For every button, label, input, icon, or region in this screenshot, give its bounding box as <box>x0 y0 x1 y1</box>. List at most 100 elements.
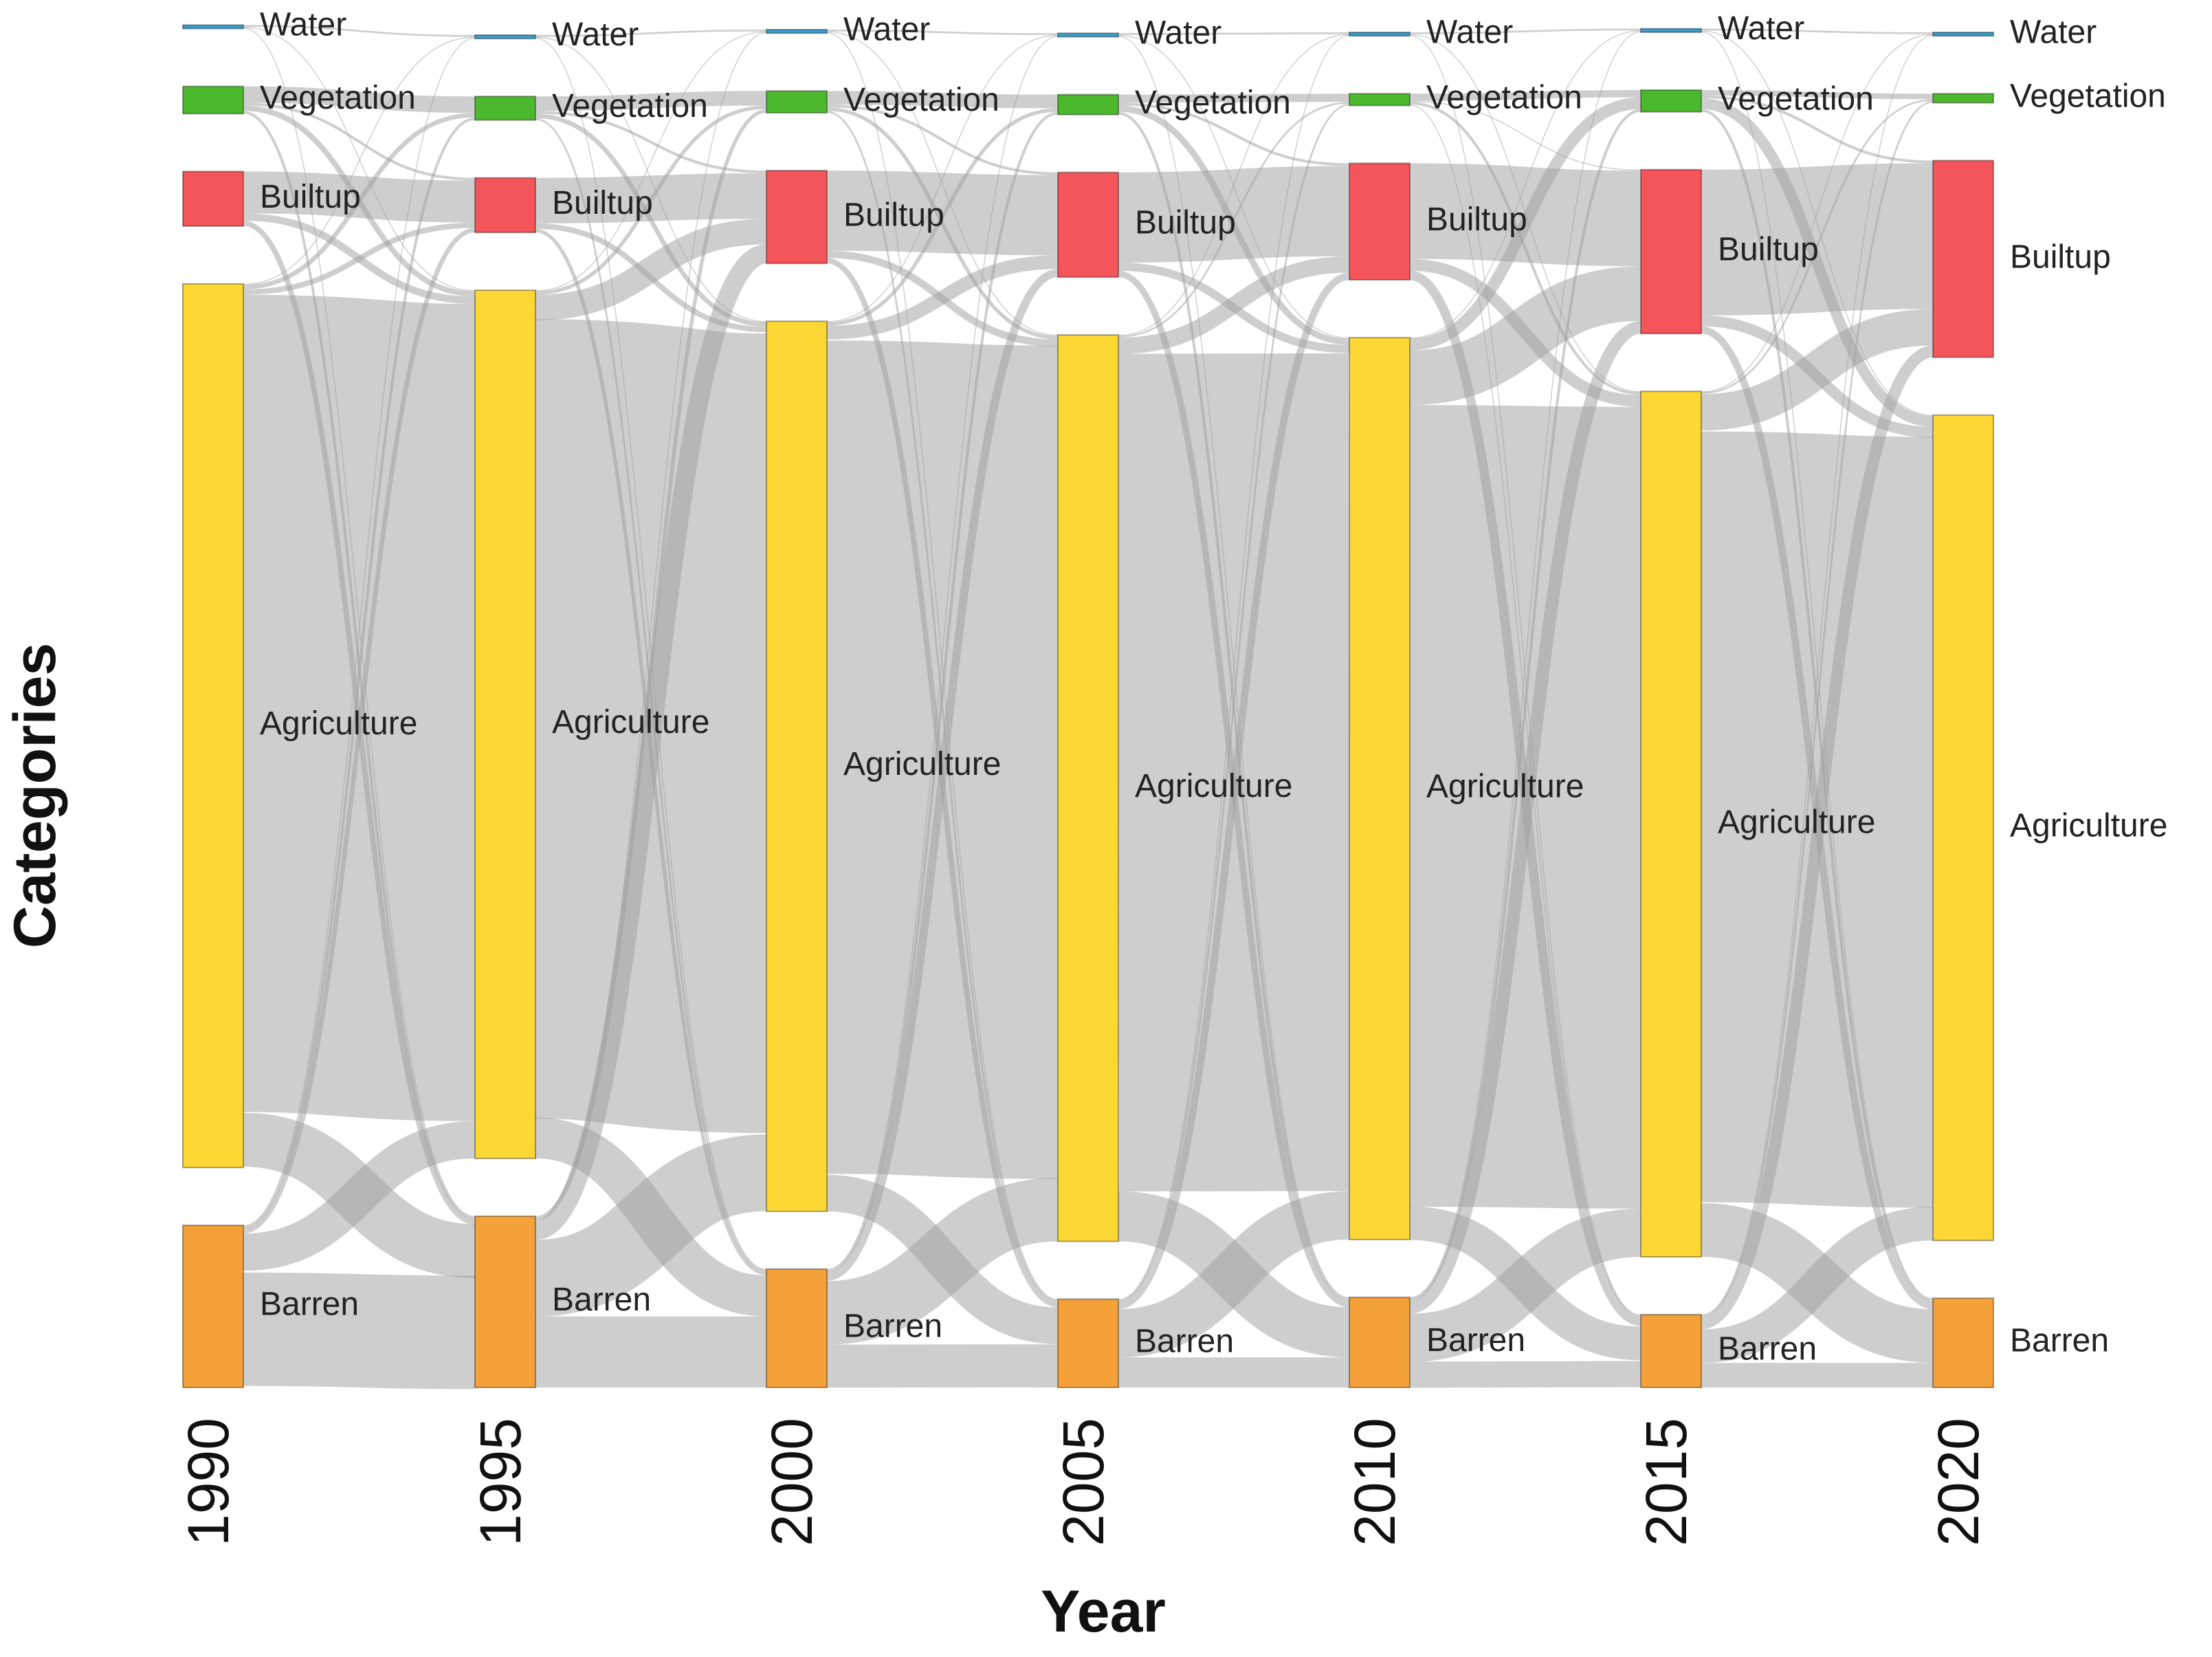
flow-1990-water-to-1995-agriculture <box>243 26 476 292</box>
node-1995-agriculture <box>474 289 536 1159</box>
node-1990-agriculture <box>182 283 244 1169</box>
flow-1995-barren-to-2000-builtup <box>533 244 768 1240</box>
node-1995-vegetation <box>474 96 536 121</box>
node-label-2010-agriculture: Agriculture <box>1426 769 1584 805</box>
node-label-2015-barren: Barren <box>1718 1331 1817 1368</box>
flow-2010-agriculture-to-2015-vegetation <box>1409 97 1641 351</box>
node-label-2010-barren: Barren <box>1426 1322 1525 1359</box>
flow-1990-vegetation-to-1995-vegetation <box>243 86 476 113</box>
flow-2000-vegetation-to-2005-vegetation <box>826 91 1059 109</box>
node-2010-vegetation <box>1349 93 1411 107</box>
flow-1990-water-to-1995-water <box>243 25 476 37</box>
node-label-2020-vegetation: Vegetation <box>2010 78 2166 115</box>
node-label-1990-barren: Barren <box>260 1286 359 1323</box>
flow-2010-barren-to-2015-water <box>1409 31 1641 1299</box>
flow-2015-barren-to-2020-vegetation <box>1701 100 1934 1317</box>
node-2005-agriculture <box>1057 334 1119 1242</box>
flow-2010-agriculture-to-2015-water <box>1409 30 1641 339</box>
flow-1995-agriculture-to-2000-water <box>535 31 767 292</box>
node-label-2005-barren: Barren <box>1135 1323 1234 1359</box>
node-label-2015-agriculture: Agriculture <box>1718 804 1875 840</box>
flow-2005-builtup-to-2010-builtup <box>1118 166 1350 263</box>
flow-1995-water-to-2000-water <box>535 29 767 37</box>
node-label-1990-vegetation: Vegetation <box>260 80 416 116</box>
node-2020-water <box>1932 31 1994 37</box>
year-tick-2005: 2005 <box>1051 1418 1116 1546</box>
flow-2010-vegetation-to-2015-vegetation <box>1409 89 1641 101</box>
flow-1995-agriculture-to-2000-vegetation <box>535 105 767 295</box>
flow-1990-agriculture-to-1995-agriculture <box>241 294 477 1121</box>
flow-2015-barren-to-2020-agriculture <box>1701 1207 1934 1363</box>
flow-1995-barren-to-2000-agriculture <box>534 1134 768 1317</box>
node-2020-builtup <box>1932 160 1994 358</box>
labels-layer: Water Vegetation Builtup Agriculture Barren W… <box>260 7 2167 1368</box>
node-label-1990-builtup: Builtup <box>260 179 361 215</box>
node-2015-agriculture <box>1640 391 1702 1258</box>
flow-1990-barren-to-1995-builtup <box>243 228 476 1234</box>
node-2015-vegetation <box>1640 89 1702 113</box>
flow-2000-barren-to-2005-water <box>826 36 1059 1271</box>
node-2005-barren <box>1057 1298 1119 1388</box>
year-tick-2020: 2020 <box>1926 1418 1991 1546</box>
node-1990-water <box>182 24 244 30</box>
flow-2015-vegetation-to-2020-builtup <box>1701 95 1934 164</box>
flow-1995-vegetation-to-2000-vegetation <box>535 91 767 111</box>
node-label-1995-builtup: Builtup <box>552 185 653 221</box>
node-2010-barren <box>1349 1296 1411 1388</box>
node-label-2000-builtup: Builtup <box>843 197 944 233</box>
node-label-2015-vegetation: Vegetation <box>1718 81 1874 118</box>
node-2010-builtup <box>1349 162 1411 281</box>
flow-2015-builtup-to-2020-builtup <box>1701 163 1934 316</box>
node-1990-builtup <box>182 171 244 227</box>
node-label-1995-vegetation: Vegetation <box>552 88 708 124</box>
flow-2015-barren-to-2020-water <box>1701 34 1934 1316</box>
flow-2005-barren-to-2010-water <box>1118 34 1350 1300</box>
node-label-2005-builtup: Builtup <box>1135 205 1236 241</box>
node-label-2010-vegetation: Vegetation <box>1426 80 1582 116</box>
flow-2005-agriculture-to-2010-builtup <box>1118 256 1350 354</box>
flow-1990-agriculture-to-1995-vegetation <box>243 113 476 289</box>
flow-2015-agriculture-to-2020-water <box>1701 34 1934 393</box>
flow-1990-builtup-to-1995-builtup <box>243 171 476 223</box>
node-label-1995-agriculture: Agriculture <box>552 704 709 740</box>
node-label-2010-water: Water <box>1426 14 1513 50</box>
node-2000-water <box>766 28 828 34</box>
node-label-2015-builtup: Builtup <box>1718 232 1819 268</box>
flow-2010-agriculture-to-2015-builtup <box>1409 266 1641 406</box>
node-label-2000-barren: Barren <box>843 1308 942 1345</box>
node-2005-vegetation <box>1057 94 1119 116</box>
node-label-2020-agriculture: Agriculture <box>2010 808 2167 844</box>
x-axis-title: Year <box>1041 1579 1166 1645</box>
node-2010-agriculture <box>1349 337 1411 1240</box>
y-axis-title: Categories <box>2 643 68 949</box>
node-2005-builtup <box>1057 171 1119 278</box>
node-1995-builtup <box>474 177 536 234</box>
flow-2005-agriculture-to-2010-water <box>1118 34 1350 336</box>
flow-2005-agriculture-to-2010-vegetation <box>1118 102 1350 338</box>
flow-2005-barren-to-2010-builtup <box>1118 272 1350 1310</box>
flow-1990-barren-to-1995-agriculture <box>243 1121 476 1271</box>
flow-2000-agriculture-to-2005-water <box>826 34 1059 322</box>
node-label-1995-barren: Barren <box>552 1282 651 1318</box>
year-tick-1995: 1995 <box>468 1418 533 1546</box>
node-1995-barren <box>474 1215 536 1389</box>
node-2020-vegetation <box>1932 93 1994 104</box>
node-2005-water <box>1057 32 1119 38</box>
node-label-2000-agriculture: Agriculture <box>843 746 1001 782</box>
node-2000-builtup <box>766 170 828 265</box>
flow-2005-water-to-2010-water <box>1118 32 1350 35</box>
flow-1990-barren-to-1995-barren <box>243 1272 476 1390</box>
year-tick-1990: 1990 <box>176 1418 241 1546</box>
flow-2000-barren-to-2005-agriculture <box>826 1178 1059 1345</box>
node-2020-agriculture <box>1932 414 1994 1242</box>
flow-2015-barren-to-2020-builtup <box>1700 345 1934 1330</box>
node-label-1990-water: Water <box>260 7 346 43</box>
flow-1990-agriculture-to-1995-builtup <box>243 222 476 295</box>
flow-2015-agriculture-to-2020-vegetation <box>1701 99 1934 395</box>
year-tick-2010: 2010 <box>1342 1418 1407 1546</box>
node-1995-water <box>474 34 536 40</box>
flow-2010-barren-to-2015-builtup <box>1408 320 1642 1314</box>
flow-1995-agriculture-to-2000-builtup <box>535 219 767 320</box>
node-2000-barren <box>766 1268 828 1388</box>
